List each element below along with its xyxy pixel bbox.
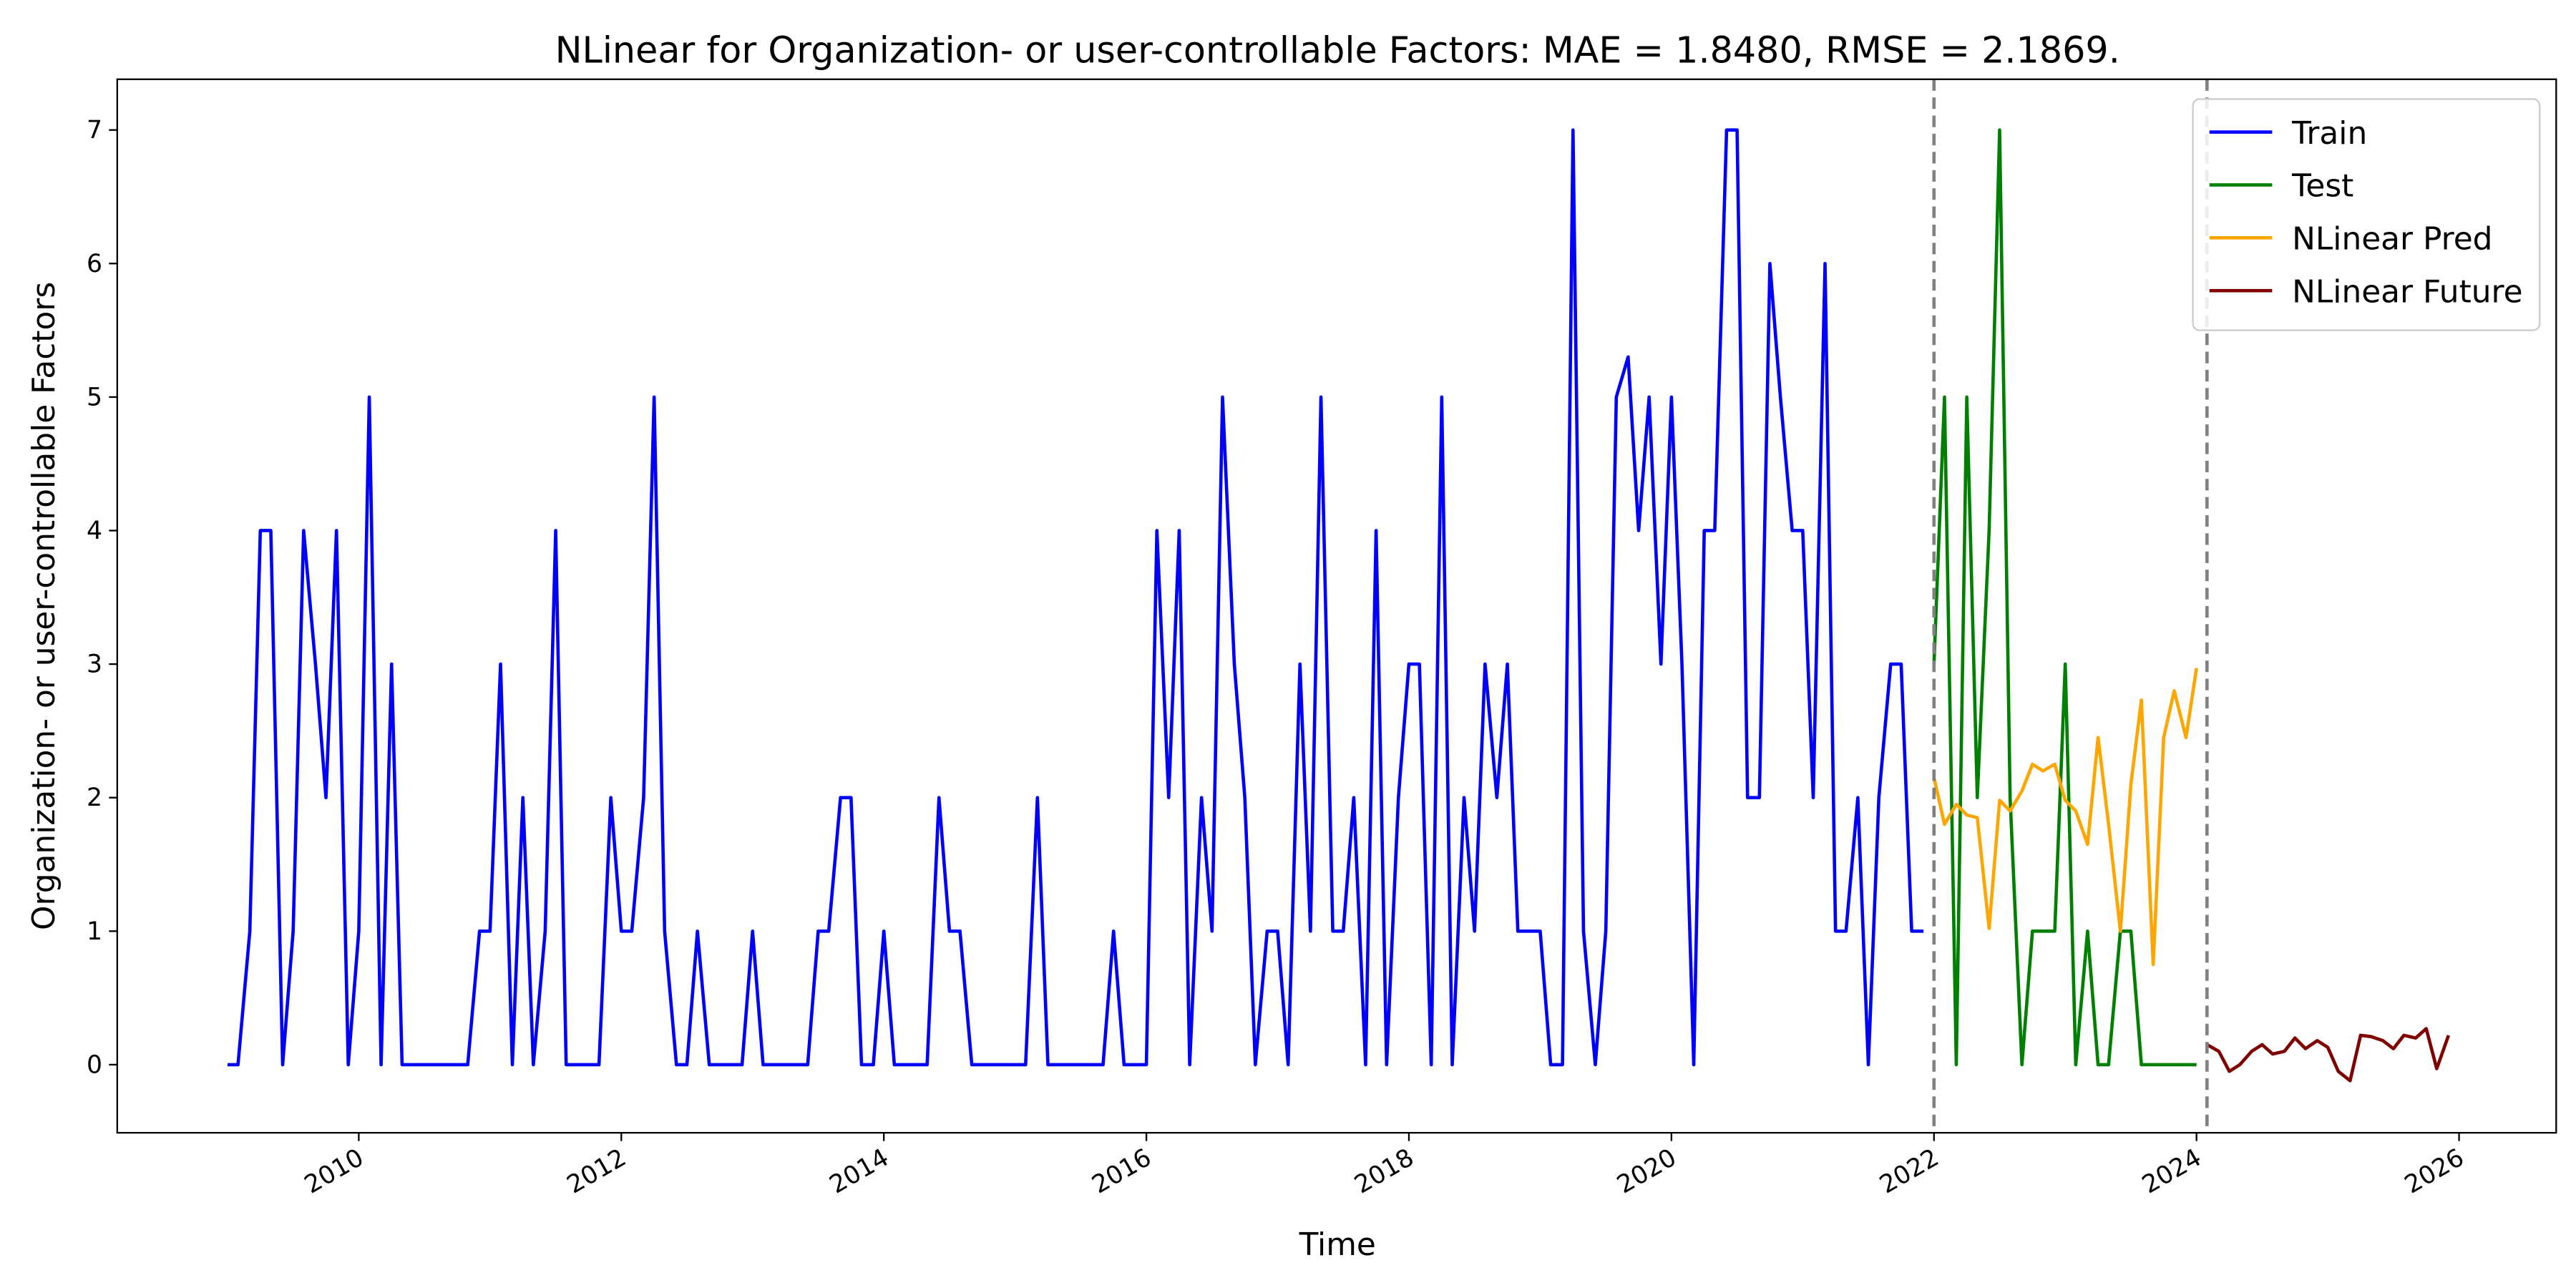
legend-label: NLinear Pred xyxy=(2292,220,2492,257)
y-tick-label: 5 xyxy=(87,383,102,411)
y-tick-label: 3 xyxy=(87,650,102,679)
y-tick-label: 4 xyxy=(87,517,102,545)
chart-title: NLinear for Organization- or user-contro… xyxy=(555,29,2120,72)
x-tick-label: 2016 xyxy=(1088,1143,1156,1200)
x-tick-label: 2024 xyxy=(2137,1143,2206,1200)
legend-label: Train xyxy=(2291,115,2367,152)
series-line xyxy=(1932,128,2197,1067)
legend-box xyxy=(2192,98,2541,331)
x-tick-label: 2026 xyxy=(2400,1143,2469,1200)
x-tick-label: 2012 xyxy=(562,1143,631,1200)
legend-label: NLinear Future xyxy=(2292,273,2523,310)
x-tick-label: 2020 xyxy=(1612,1143,1681,1200)
y-tick-label: 6 xyxy=(87,250,102,278)
y-tick-label: 2 xyxy=(87,784,102,812)
y-tick-label: 7 xyxy=(87,116,102,145)
x-axis-label: Time xyxy=(1299,1226,1376,1263)
y-tick-label: 0 xyxy=(87,1050,102,1079)
legend-label: Test xyxy=(2291,168,2353,205)
y-axis-label: Organization- or user-controllable Facto… xyxy=(26,282,62,930)
series-line xyxy=(1932,668,2198,967)
x-tick-label: 2014 xyxy=(825,1143,894,1200)
x-tick-label: 2010 xyxy=(300,1143,369,1200)
y-tick-label: 1 xyxy=(87,917,102,946)
x-tick-label: 2022 xyxy=(1875,1143,1943,1200)
legend: Train Test NLinear Pred NLinear Future xyxy=(2192,98,2541,331)
series-line xyxy=(227,128,1924,1067)
series-line xyxy=(2206,1027,2451,1083)
plot-frame xyxy=(116,78,2557,1134)
x-tick-label: 2018 xyxy=(1350,1143,1418,1200)
